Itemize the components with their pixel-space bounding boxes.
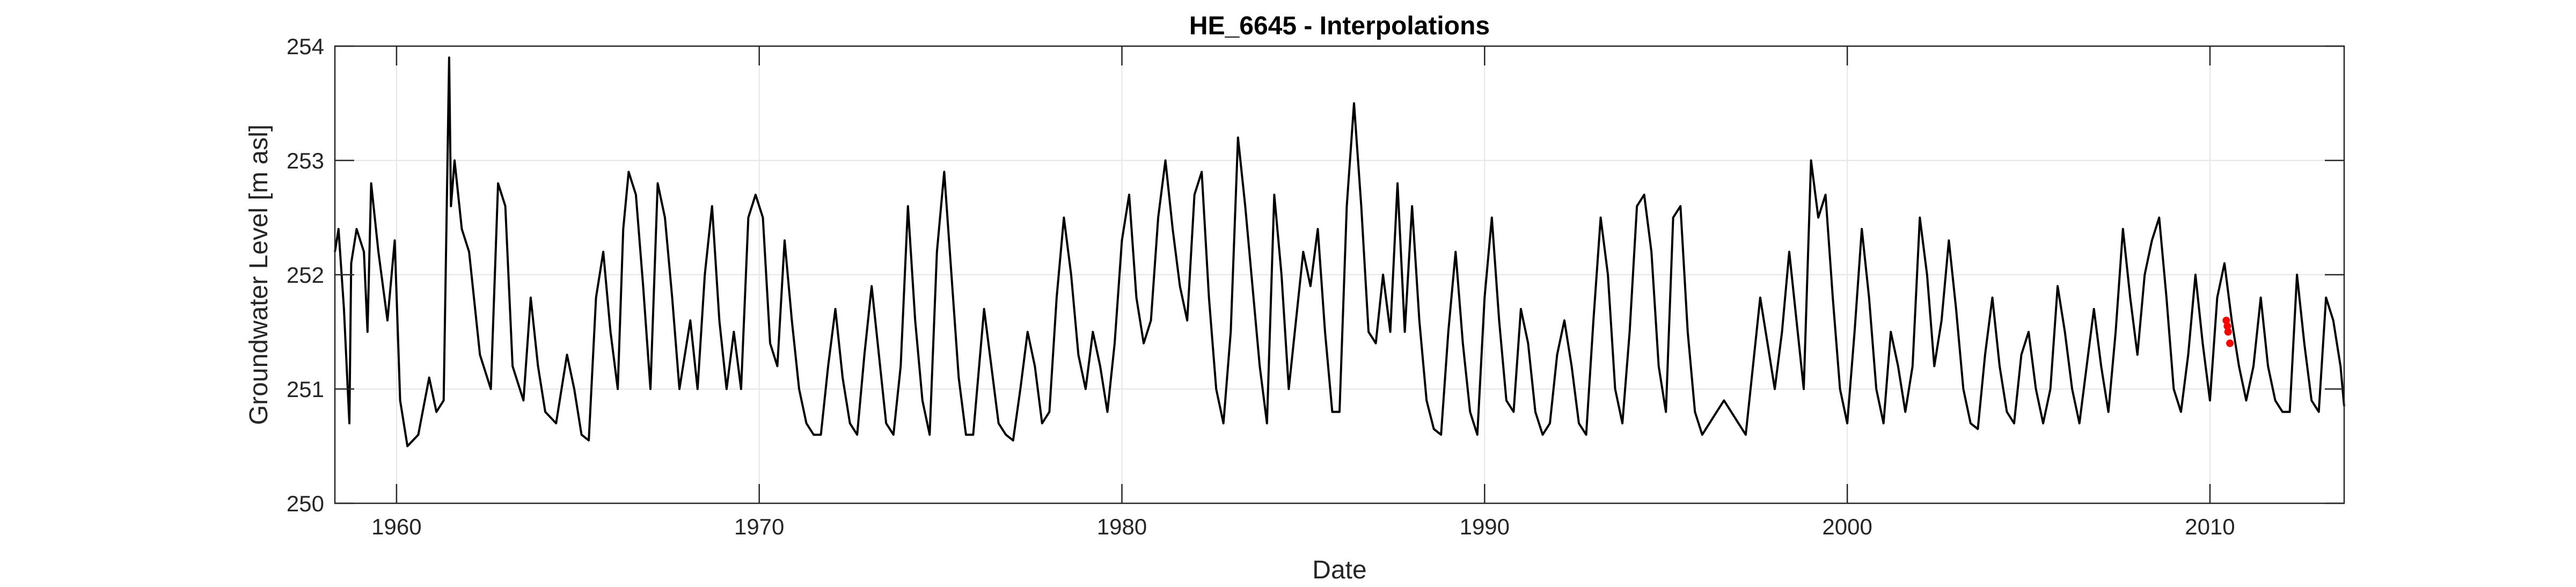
interpolation-point — [2222, 317, 2230, 325]
interpolation-point — [2226, 339, 2234, 347]
x-tick-label: 1980 — [1097, 514, 1147, 539]
y-tick-label: 251 — [287, 377, 324, 402]
interpolation-point — [2224, 328, 2232, 336]
chart-title: HE_6645 - Interpolations — [1189, 12, 1490, 40]
x-tick-label: 1960 — [371, 514, 421, 539]
x-tick-label: 1990 — [1460, 514, 1510, 539]
ticks — [335, 45, 2344, 504]
y-tick-label: 250 — [287, 491, 324, 516]
y-tick-label: 252 — [287, 262, 324, 288]
series-group — [334, 56, 2345, 447]
x-axis-label: Date — [1312, 556, 1366, 584]
y-tick-label: 253 — [287, 148, 324, 173]
x-tick-label: 1970 — [734, 514, 784, 539]
groundwater-level-line — [334, 56, 2345, 447]
x-tick-label: 2010 — [2185, 514, 2235, 539]
interpolation-point — [2223, 322, 2231, 330]
y-axis-label: Groundwater Level [m asl] — [245, 124, 273, 425]
x-tick-label: 2000 — [1822, 514, 1872, 539]
tick-labels: 1960 1970 1980 1990 2000 2010 250 251 252 253 254 — [287, 34, 2235, 539]
y-tick-label: 254 — [287, 34, 324, 59]
